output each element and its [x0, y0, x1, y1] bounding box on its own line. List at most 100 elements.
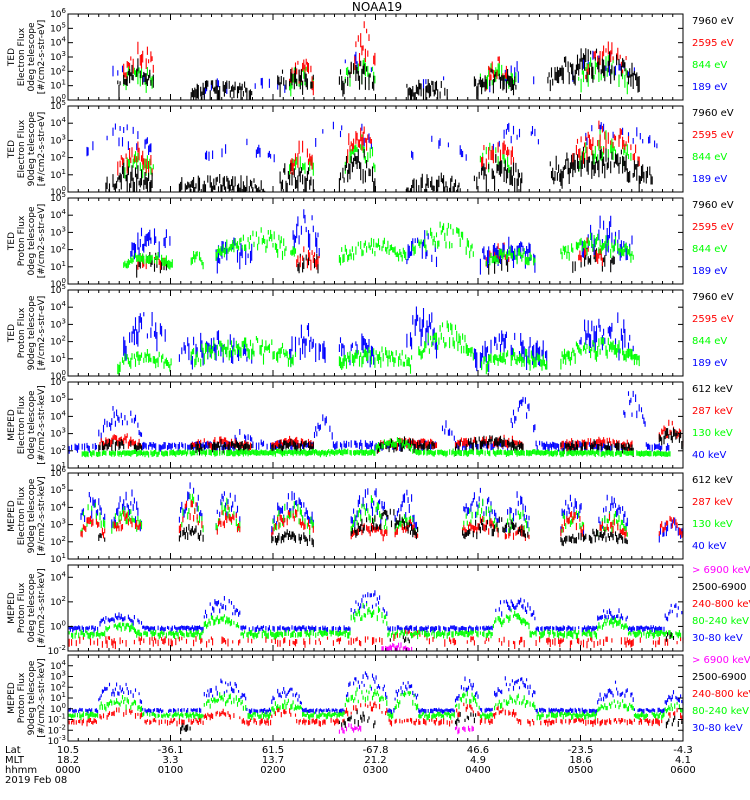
ytick-label: 10-2 [48, 644, 66, 657]
ytick-label: 100 [50, 619, 66, 632]
panel-8-ylabel: MEPEDProton Flux90deg telescope[#/cm2-s-… [7, 658, 47, 737]
legend-entry: 80-240 keV [692, 616, 749, 627]
legend-entry: 7960 eV [692, 292, 734, 303]
ytick-label: 104 [50, 36, 66, 49]
chart-title: NOAA19 [352, 0, 402, 14]
legend-entry: 40 keV [692, 450, 726, 461]
panel-6-series-4 [98, 508, 628, 548]
panel-7-series-4 [389, 632, 684, 644]
footer-value: 0600 [670, 765, 695, 776]
ytick-label: 101 [50, 79, 66, 92]
legend-entry: 189 eV [692, 82, 727, 93]
legend-entry: 2595 eV [692, 314, 734, 325]
footer-value: 46.6 [467, 745, 489, 756]
legend-entry: 2595 eV [692, 38, 734, 49]
panel-7-series-2 [68, 590, 683, 633]
ytick-label: 102 [50, 535, 66, 548]
footer-value: 0000 [55, 765, 80, 776]
footer-value: 18.6 [569, 755, 591, 766]
footer-value: 13.7 [262, 755, 284, 766]
panel-8-series-5 [338, 723, 474, 735]
footer-value: 0100 [158, 765, 183, 776]
ytick-label: 105 [50, 392, 66, 405]
panel-6-frame [67, 472, 684, 560]
footer-value: 0400 [465, 765, 490, 776]
panel-7-series-3 [68, 603, 684, 640]
footer-value: -23.5 [568, 745, 594, 756]
panel-2-ylabel: TEDElectron Flux90deg telescope[#/cm2-s-… [7, 111, 47, 186]
footer-row-label: MLT [5, 755, 25, 766]
legend-entry: 7960 eV [692, 200, 734, 211]
legend-entry: 80-240 keV [692, 706, 749, 717]
ytick-label: 103 [50, 225, 66, 238]
ytick-label: 104 [50, 500, 66, 513]
legend-entry: 2500-6900 [692, 672, 747, 683]
legend-entry: 30-80 keV [692, 633, 743, 644]
panel-4-series-2 [117, 320, 640, 376]
legend-entry: 130 keV [692, 428, 733, 439]
ytick-label: 105 [50, 483, 66, 496]
footer-value: -36.1 [158, 745, 184, 756]
panel-7-series-1 [68, 627, 684, 650]
ytick-label: 102 [50, 444, 66, 457]
legend-entry: 844 eV [692, 60, 727, 71]
ytick-label: 102 [50, 151, 66, 164]
footer-value: -67.8 [363, 745, 389, 756]
ytick-label: 105 [50, 21, 66, 34]
panel-3-series-4 [123, 221, 634, 270]
legend-entry: > 6900 keV [692, 565, 750, 576]
footer-value: -4.3 [673, 745, 693, 756]
ytick-label: 104 [50, 116, 66, 129]
panel-7-ylabel: MEPEDProton Flux0deg telescope[#/cm2-s-s… [7, 568, 47, 647]
ytick-label: 103 [50, 133, 66, 146]
footer-date: 2019 Feb 08 [5, 775, 67, 786]
ytick-label: 102 [50, 243, 66, 256]
panel-8-series-2 [67, 684, 684, 721]
footer-value: 0300 [363, 765, 388, 776]
legend-entry: 189 eV [692, 266, 727, 277]
legend-entry: 844 eV [692, 244, 727, 255]
legend-entry: 40 keV [692, 541, 726, 552]
ytick-label: 103 [50, 427, 66, 440]
ytick-label: 104 [50, 570, 66, 583]
panel-7-series-5 [381, 642, 413, 651]
footer-value: 4.9 [470, 755, 486, 766]
ytick-label: 102 [50, 595, 66, 608]
footer-row-label: hhmm [5, 765, 37, 776]
ytick-label: 106 [50, 7, 66, 20]
panel-3-series-2 [137, 237, 603, 271]
legend-entry: 30-80 keV [692, 723, 743, 734]
legend-entry: 189 eV [692, 174, 727, 185]
panel-5-series-4 [81, 437, 671, 458]
ytick-label: 101 [50, 552, 66, 565]
ytick-label: 101 [50, 352, 66, 365]
legend-entry: 240-800 keV [692, 599, 750, 610]
panel-3-series-1 [136, 246, 615, 278]
footer-value: 0500 [568, 765, 593, 776]
ytick-label: 104 [50, 208, 66, 221]
ytick-label: 103 [50, 317, 66, 330]
ytick-label: 101 [50, 168, 66, 181]
legend-entry: 2500-6900 [692, 582, 747, 593]
panel-1-ylabel: TEDElectron Flux0deg telescope[#/cm2-s-s… [7, 20, 47, 95]
legend-entry: 612 keV [692, 475, 733, 486]
ytick-label: 104 [50, 300, 66, 313]
panel-3-ylabel: TEDProton Flux0deg telescope[#/cm2-s-str… [7, 204, 47, 279]
panel-5-series-3 [98, 427, 684, 457]
panel-8-series-4 [180, 709, 684, 735]
ytick-label: 104 [50, 409, 66, 422]
legend-entry: 287 keV [692, 406, 733, 417]
footer-value: 18.2 [57, 755, 79, 766]
ytick-label: 102 [50, 64, 66, 77]
panel-8-frame [67, 654, 684, 742]
legend-entry: 240-800 keV [692, 689, 750, 700]
footer-group: Lat 10.5 -36.1 61.5 -67.8 46.6 -23.5 -4.3 MLT 18.… [5, 745, 696, 786]
legend-entry: 189 eV [692, 358, 727, 369]
